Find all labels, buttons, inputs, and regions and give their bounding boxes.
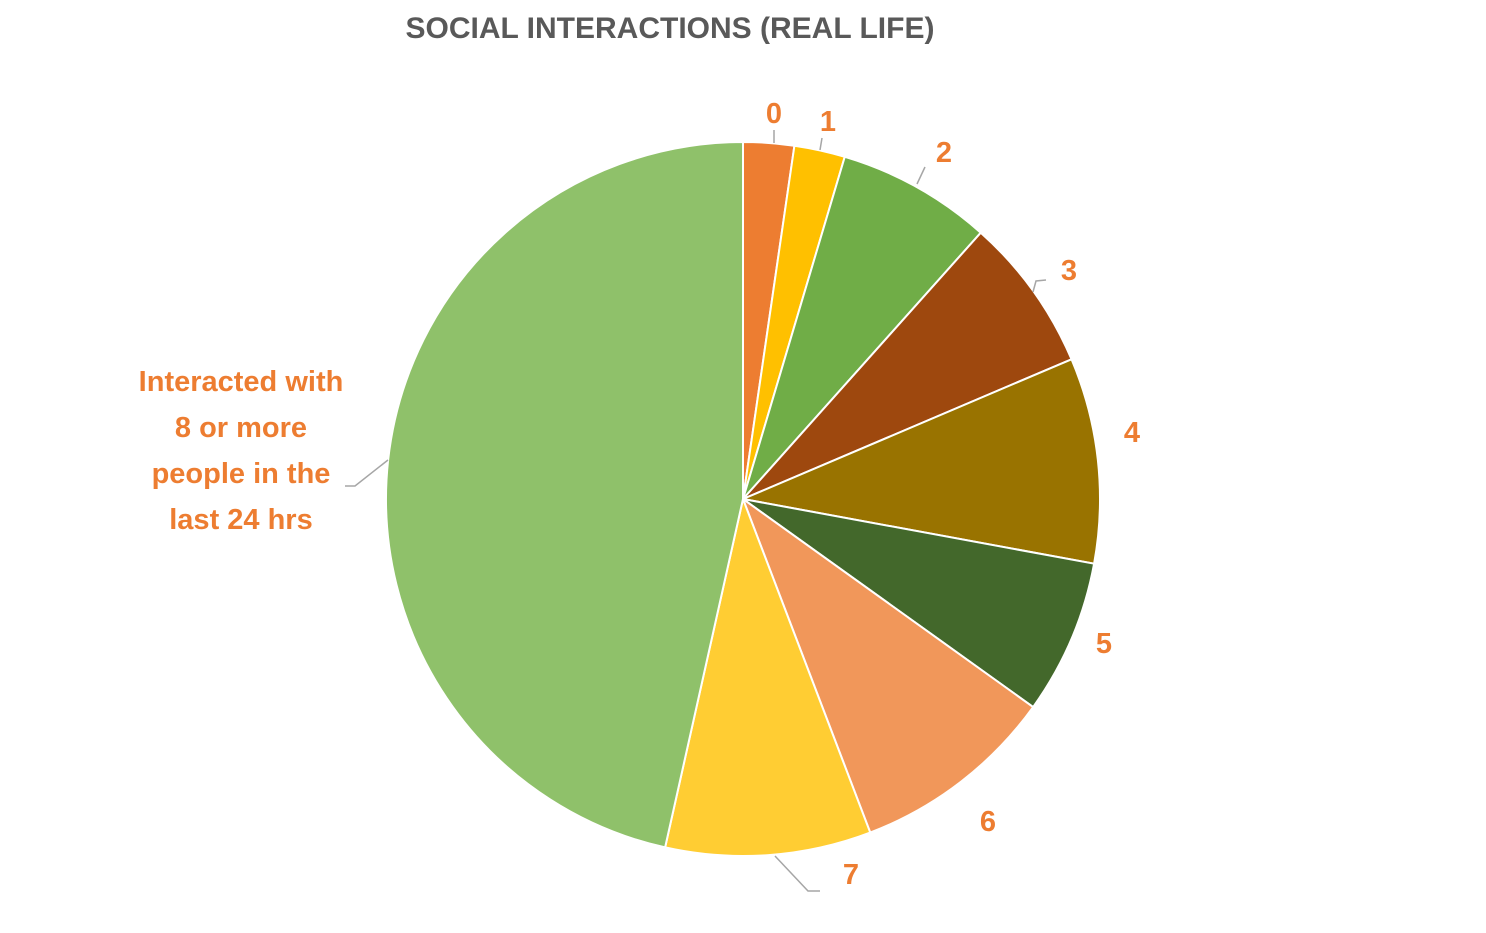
leader-line-2	[916, 166, 926, 185]
slice-label-line: last 24 hrs	[169, 504, 312, 536]
slice-labels: 0 1 2 3 4 5 6 7 Interacted with 8 or more people i…	[139, 98, 1140, 891]
slice-label-line: Interacted with	[139, 366, 344, 398]
chart-title: SOCIAL INTERACTIONS (REAL LIFE)	[406, 12, 935, 45]
slice-label-7: 7	[843, 859, 859, 891]
pie-slice-5	[742, 498, 1096, 709]
slice-label-1: 1	[820, 106, 836, 138]
leader-line-8	[345, 459, 389, 487]
leader-line-3	[1032, 279, 1047, 293]
pie-slice-6	[740, 496, 1035, 834]
slice-label-line: 8 or more	[175, 412, 307, 444]
slice-label-2: 2	[936, 137, 952, 169]
slice-label-line: people in the	[152, 458, 331, 490]
slice-label-4: 4	[1124, 417, 1140, 449]
pie-slice-7	[663, 495, 872, 857]
pie-slice-8	[385, 140, 744, 849]
slice-label-8: Interacted with 8 or more people in the las…	[139, 366, 344, 536]
leader-lines	[345, 130, 1047, 892]
pie-slice-2	[742, 155, 983, 500]
pie-slices	[385, 140, 1101, 857]
slice-label-6: 6	[980, 806, 996, 838]
leader-line-1	[819, 137, 823, 151]
slice-label-3: 3	[1061, 255, 1077, 287]
pie-slice-4	[739, 357, 1101, 565]
slice-label-5: 5	[1096, 628, 1112, 660]
slice-label-0: 0	[766, 98, 782, 130]
leader-line-7	[774, 855, 820, 892]
